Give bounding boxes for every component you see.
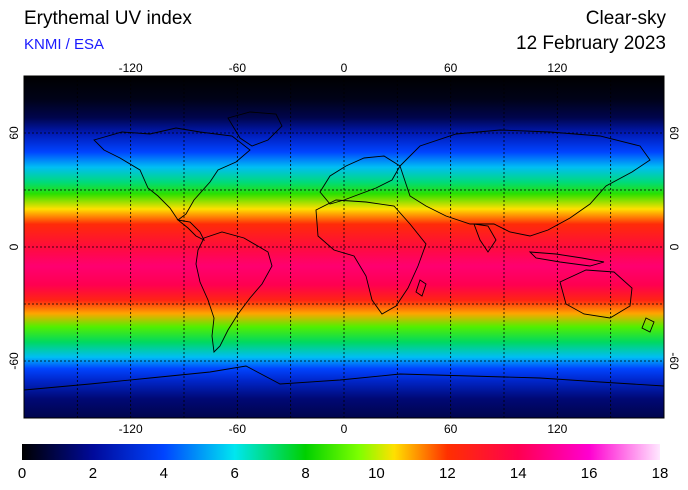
- coastline-asia: [399, 129, 651, 237]
- lat-tick-label-right: -60: [667, 352, 681, 370]
- colorbar-tick-label: 2: [89, 465, 97, 482]
- lon-tick-label-top: -60: [229, 61, 247, 75]
- colorbar-tick-label: 12: [439, 465, 456, 482]
- lon-ticks-bottom: -120 -60 0 60 120: [119, 422, 568, 436]
- colorbar-tick-label: 4: [160, 465, 168, 482]
- coastline-india: [473, 223, 497, 253]
- coastline-central-america: [176, 219, 206, 242]
- lat-ticks-right: 60 0 -60: [667, 126, 681, 370]
- graticule: [24, 76, 664, 418]
- lon-tick-label-top: -120: [119, 61, 143, 75]
- coastline-new-zealand: [641, 317, 655, 333]
- coastline-greenland: [227, 111, 283, 147]
- colorbar-tick-label: 18: [652, 465, 669, 482]
- lat-tick-label-left: 0: [7, 243, 21, 250]
- map-date: 12 February 2023: [516, 33, 666, 54]
- map-title: Erythemal UV index: [24, 8, 192, 29]
- lat-tick-label-right: 0: [667, 244, 681, 251]
- lon-tick-label-top: 60: [444, 61, 458, 75]
- colorbar-labels: 0 2 4 6 8 10 12 14 16 18: [18, 465, 669, 482]
- colorbar-tick-label: 14: [510, 465, 527, 482]
- lat-ticks-left: 60 0 -60: [7, 126, 21, 370]
- lon-tick-label-top: 0: [341, 61, 348, 75]
- map-frame: [23, 75, 665, 419]
- lat-tick-label-right: 60: [667, 126, 681, 140]
- coastline-north-america: [93, 127, 251, 221]
- lon-tick-label-bottom: -60: [229, 422, 247, 436]
- data-source: KNMI / ESA: [24, 36, 105, 53]
- colorbar-tick-label: 6: [230, 465, 238, 482]
- sky-condition: Clear-sky: [585, 8, 666, 29]
- coastline-indonesia: [528, 251, 605, 267]
- coastline-antarctica: [24, 365, 664, 391]
- lat-tick-label-left: 60: [7, 126, 21, 140]
- coastline-madagascar: [415, 279, 427, 297]
- lon-tick-label-bottom: -120: [119, 422, 143, 436]
- colorbar-tick-label: 8: [301, 465, 309, 482]
- lat-tick-label-left: -60: [7, 352, 21, 370]
- colorbar-tick-label: 10: [368, 465, 385, 482]
- lon-tick-label-bottom: 0: [341, 422, 348, 436]
- lon-tick-label-bottom: 120: [547, 422, 567, 436]
- lon-tick-label-bottom: 60: [444, 422, 458, 436]
- colorbar-tick-label: 0: [18, 465, 26, 482]
- colorbar: [22, 444, 660, 460]
- coastline-south-america: [195, 231, 273, 353]
- coastlines: [24, 111, 664, 391]
- lon-tick-label-top: 120: [547, 61, 567, 75]
- coastline-australia: [559, 269, 633, 319]
- lon-ticks-top: -120 -60 0 60 120: [119, 61, 568, 75]
- colorbar-tick-label: 16: [581, 465, 598, 482]
